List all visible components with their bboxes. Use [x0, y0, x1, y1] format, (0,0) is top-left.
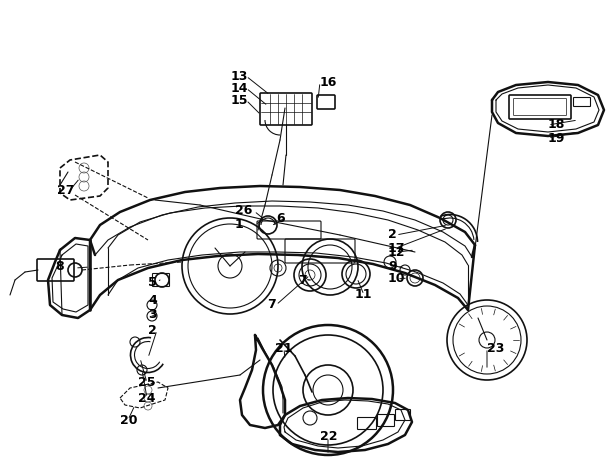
Text: 18: 18: [548, 118, 565, 132]
Text: 9: 9: [388, 259, 397, 273]
Text: 16: 16: [320, 76, 337, 88]
Text: 2: 2: [148, 323, 157, 336]
Text: 17: 17: [388, 241, 406, 255]
Text: 5: 5: [148, 276, 157, 288]
Text: 13: 13: [230, 69, 248, 83]
Text: 21: 21: [275, 342, 293, 354]
Text: 4: 4: [148, 294, 157, 306]
Text: 7: 7: [298, 274, 307, 286]
Text: 6: 6: [276, 211, 285, 225]
Text: 12: 12: [388, 246, 406, 258]
Text: 22: 22: [320, 430, 337, 444]
Text: 25: 25: [138, 377, 156, 389]
Text: 8: 8: [55, 260, 64, 274]
Text: 27: 27: [57, 183, 75, 197]
Text: 10: 10: [388, 273, 406, 285]
Text: 1: 1: [235, 218, 244, 231]
Text: 24: 24: [138, 391, 156, 405]
Text: 11: 11: [355, 288, 373, 302]
Text: 14: 14: [230, 82, 248, 95]
Text: 19: 19: [548, 132, 565, 144]
Text: 3: 3: [148, 308, 156, 322]
Text: 2: 2: [388, 228, 397, 241]
Text: 7: 7: [267, 298, 276, 312]
Text: 15: 15: [230, 94, 248, 106]
Text: 23: 23: [487, 342, 504, 354]
Text: 20: 20: [120, 414, 137, 427]
Text: 26: 26: [235, 205, 252, 218]
